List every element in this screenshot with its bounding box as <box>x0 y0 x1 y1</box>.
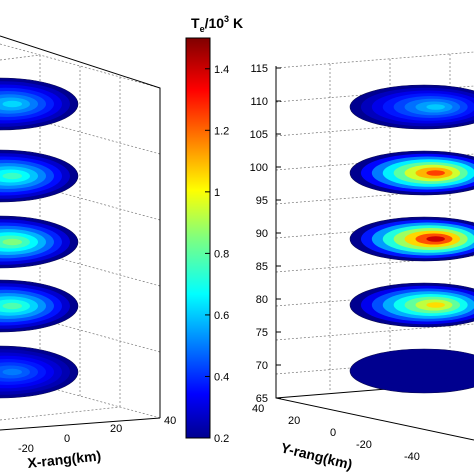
right-xtick: -40 <box>404 451 420 463</box>
right-slice-110 <box>349 84 474 130</box>
left-slice-bottom <box>0 345 79 399</box>
right-xtick: 20 <box>288 415 300 427</box>
right-ytick: 75 <box>256 327 268 339</box>
slice-contour-ring <box>426 368 445 374</box>
right-ytick: 70 <box>256 360 268 372</box>
left-slices <box>0 77 79 399</box>
right-slices <box>349 84 474 394</box>
slice-contour-ring <box>2 368 23 376</box>
left-slice-top <box>0 77 79 131</box>
slice-outline <box>349 150 474 196</box>
colorbar-tick-label: 0.2 <box>214 433 229 445</box>
colorbar-ticks: 1.4 1.2 1 0.8 0.6 0.4 0.2 <box>205 64 229 445</box>
colorbar-gradient <box>185 37 211 439</box>
right-ytick: 80 <box>256 294 268 306</box>
right-y-ticks: 65 70 75 80 85 90 95 100 105 110 115 <box>250 63 281 405</box>
right-ytick: 95 <box>256 195 268 207</box>
right-slice-70 <box>349 348 474 394</box>
slice-outline <box>0 279 79 333</box>
slice-contour-ring <box>2 238 23 246</box>
slice-outline <box>349 216 474 262</box>
slice-contour-ring <box>426 236 445 242</box>
slice-outline <box>0 149 79 203</box>
colorbar-tick-label: 0.6 <box>214 310 229 322</box>
right-panel: 65 70 75 80 85 90 95 100 105 110 115 40 20 0 -20 -… <box>250 51 474 473</box>
right-slice-80 <box>349 282 474 328</box>
left-panel: -20 0 20 40 X-rang(km) <box>0 35 176 471</box>
slice-outline <box>0 215 79 269</box>
right-ytick: 110 <box>250 96 268 108</box>
right-x-axis-label: Y-rang(km) <box>279 439 354 472</box>
right-ytick: 105 <box>250 129 268 141</box>
slice-contour-ring <box>426 302 445 308</box>
slice-outline <box>349 84 474 130</box>
slice-outline <box>0 345 79 399</box>
left-xtick: 20 <box>110 423 122 435</box>
slice-contour-ring <box>2 172 23 180</box>
colorbar: Te/103 K 1.4 1.2 1 0.8 0.6 0.4 0.2 <box>185 14 243 445</box>
right-ytick: 65 <box>256 393 268 405</box>
slice-outline <box>0 77 79 131</box>
right-slice-90 <box>349 216 474 262</box>
slice-contour-ring <box>426 170 445 176</box>
left-x-axis-label: X-rang(km) <box>27 447 102 471</box>
colorbar-tick-label: 1.4 <box>214 64 229 76</box>
left-box <box>0 35 161 431</box>
right-xtick: 40 <box>252 403 264 415</box>
left-xtick: 0 <box>64 433 70 445</box>
left-slice-lower <box>0 279 79 333</box>
right-ytick: 90 <box>256 228 268 240</box>
right-ytick: 115 <box>250 63 268 75</box>
right-xtick: 0 <box>330 427 336 439</box>
right-slice-100 <box>349 150 474 196</box>
left-xtick: -20 <box>18 443 34 455</box>
colorbar-tick-label: 1 <box>214 187 220 199</box>
right-x-ticks: 40 20 0 -20 -40 <box>252 403 420 463</box>
colorbar-tick-label: 0.4 <box>214 371 229 383</box>
slice-contour-ring <box>2 100 23 108</box>
slice-contour-ring <box>2 302 23 310</box>
right-ytick: 85 <box>256 261 268 273</box>
right-ytick: 100 <box>250 162 268 174</box>
colorbar-title: Te/103 K <box>191 14 243 34</box>
left-slice-middle <box>0 215 79 269</box>
colorbar-tick-label: 1.2 <box>214 125 229 137</box>
colorbar-tick-label: 0.8 <box>214 248 229 260</box>
left-x-ticks: -20 0 20 40 <box>18 415 176 455</box>
slice-outline <box>349 348 474 394</box>
slice-outline <box>349 282 474 328</box>
right-xtick: -20 <box>356 439 372 451</box>
left-xtick: 40 <box>164 415 176 427</box>
left-slice-upper <box>0 149 79 203</box>
slice-contour-ring <box>426 104 445 110</box>
